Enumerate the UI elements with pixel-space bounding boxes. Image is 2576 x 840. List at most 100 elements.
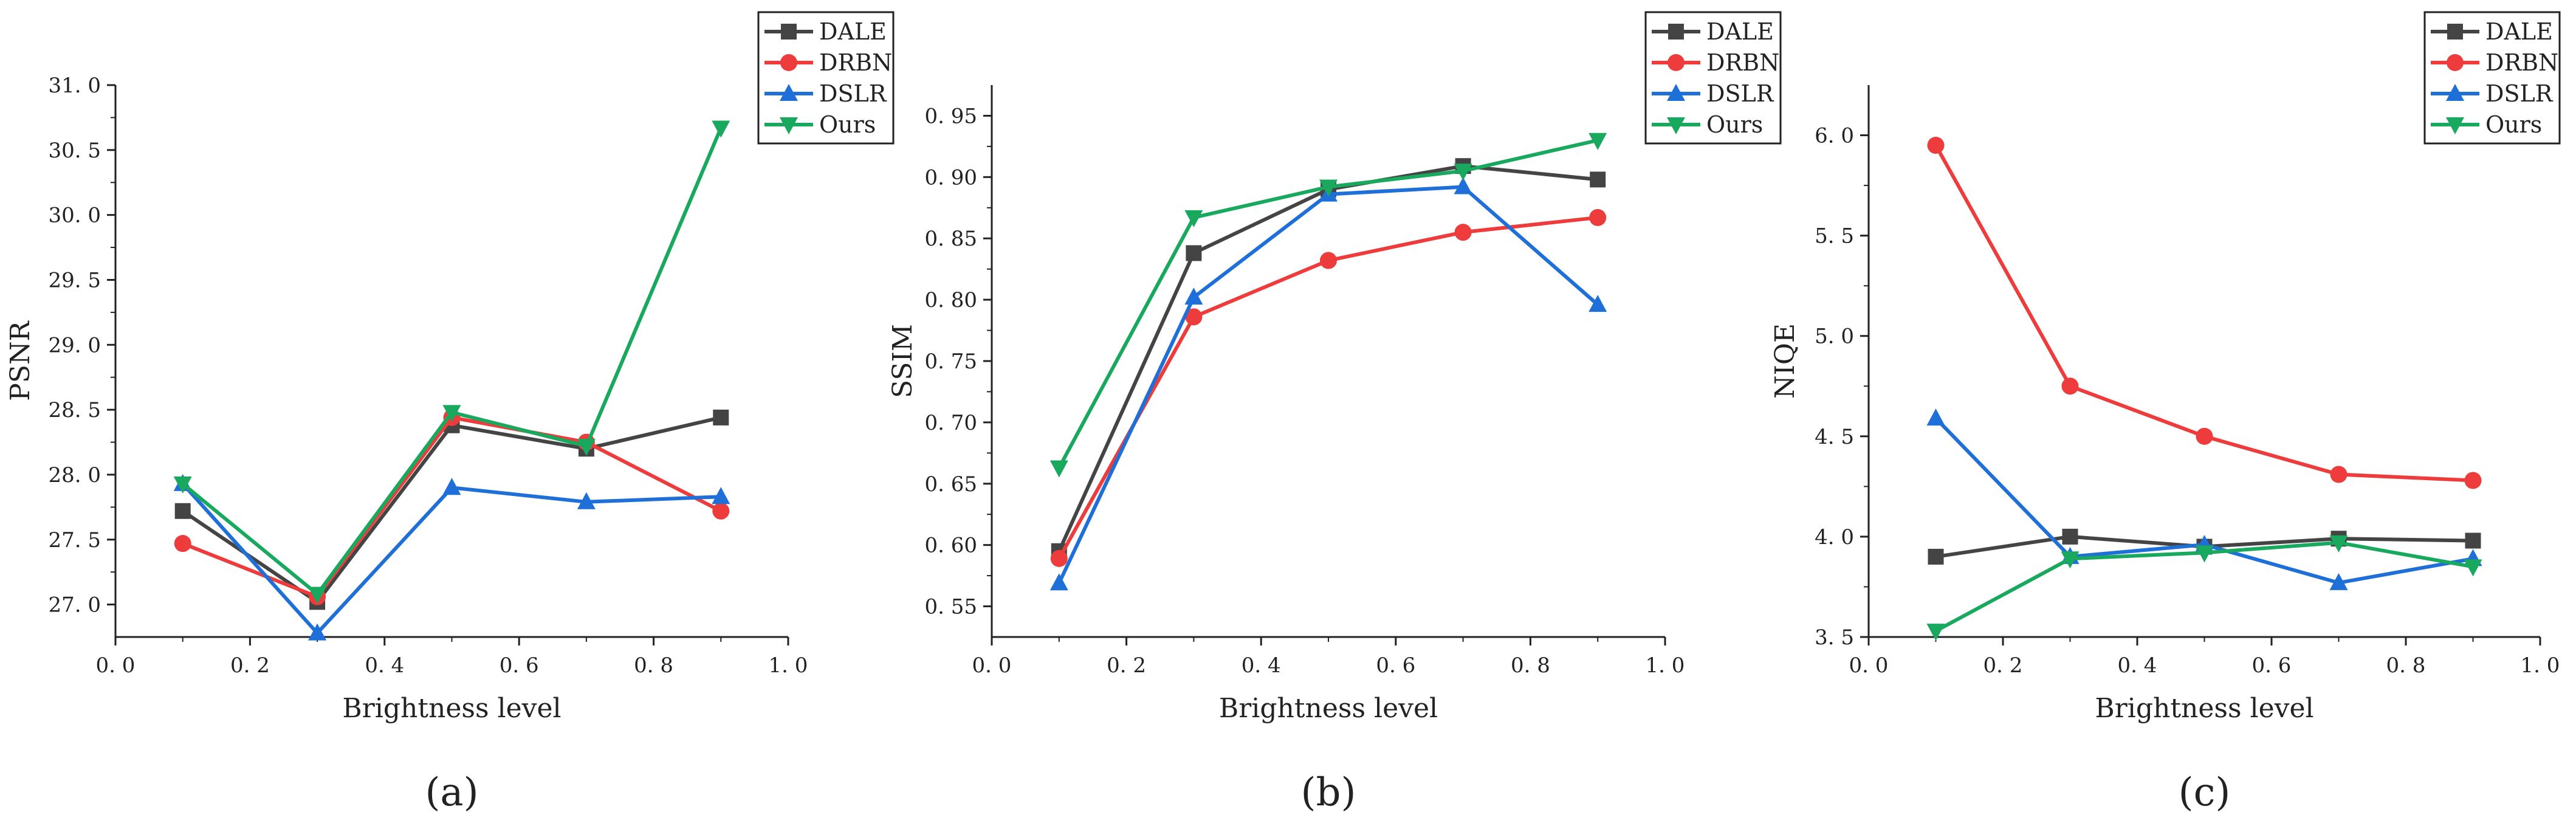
- series-ours: [1049, 133, 1607, 478]
- series-drbn: [174, 408, 730, 605]
- data-point-ours: [2329, 535, 2348, 553]
- y-tick-label: 0. 80: [924, 288, 977, 312]
- data-point-drbn: [1320, 252, 1337, 269]
- x-axis-title: Brightness level: [1219, 693, 1438, 724]
- data-point-ours: [1589, 133, 1607, 150]
- x-tick-label: 0. 8: [1511, 653, 1550, 678]
- legend-marker: [2447, 24, 2463, 40]
- x-tick-label: 1. 0: [1646, 653, 1685, 678]
- y-tick-label: 29. 0: [48, 333, 101, 357]
- y-axis-title: NIQE: [1770, 323, 1801, 399]
- data-point-ours: [2061, 551, 2080, 569]
- x-axis-title: Brightness level: [2095, 693, 2313, 724]
- data-point-dale: [2465, 532, 2481, 549]
- data-point-dslr: [1589, 295, 1607, 312]
- y-tick-label: 5. 0: [1815, 325, 1854, 349]
- x-tick-label: 0. 6: [1376, 653, 1415, 678]
- legend-item-dale: DALE: [2431, 18, 2553, 45]
- y-tick-label: 4. 5: [1815, 425, 1854, 449]
- data-point-ours: [1454, 164, 1472, 181]
- legend-item-dslr: DSLR: [2431, 80, 2554, 107]
- data-point-ours: [442, 405, 461, 422]
- series-line-dale: [1057, 164, 1598, 552]
- y-tick-label: 30. 0: [48, 204, 101, 228]
- legend-marker: [1668, 54, 1685, 71]
- legend-label: DALE: [1706, 18, 1774, 45]
- legend-label: DRBN: [819, 49, 892, 76]
- x-tick-label: 0. 8: [2386, 653, 2426, 678]
- data-point-drbn: [2330, 466, 2348, 483]
- legend-item-drbn: DRBN: [764, 49, 892, 76]
- data-point-dslr: [1926, 408, 1945, 426]
- y-tick-label: 0. 60: [924, 534, 977, 558]
- legend-marker: [2447, 54, 2464, 71]
- legend-label: DRBN: [1706, 49, 1779, 76]
- data-point-drbn: [712, 502, 730, 520]
- data-point-drbn: [1454, 224, 1472, 241]
- legend-label: DSLR: [2485, 80, 2554, 107]
- x-tick-label: 0. 4: [2118, 653, 2157, 678]
- data-point-dslr: [1049, 573, 1068, 591]
- y-tick-label: 0. 85: [924, 227, 977, 251]
- legend-marker: [780, 84, 798, 101]
- y-tick-label: 0. 95: [924, 104, 977, 128]
- legend-label: Ours: [819, 111, 876, 138]
- series-dale: [174, 409, 729, 610]
- data-point-dale: [1186, 245, 1202, 261]
- x-tick-label: 0. 2: [230, 653, 270, 678]
- legend-marker: [2446, 117, 2464, 134]
- y-tick-label: 0. 55: [924, 595, 977, 619]
- panel-label: (c): [2179, 770, 2231, 815]
- y-tick-label: 30. 5: [48, 139, 101, 163]
- x-tick-label: 1. 0: [2521, 653, 2560, 678]
- data-point-ours: [1319, 179, 1338, 197]
- data-point-ours: [2464, 559, 2482, 577]
- y-tick-label: 27. 0: [48, 593, 101, 618]
- chart-panel-1: 0. 0 0. 2 0. 4 0. 6 0. 8 1. 0 27. 0 27. 5 28. 0 2…: [5, 11, 895, 815]
- y-tick-label: 29. 5: [48, 268, 101, 292]
- x-tick-label: 0. 0: [96, 653, 136, 678]
- x-tick-label: 0. 8: [634, 653, 673, 678]
- legend-label: DRBN: [2485, 49, 2558, 76]
- series-line-ours: [181, 127, 723, 596]
- x-axis-title: Brightness level: [342, 693, 561, 724]
- legend-label: DSLR: [1706, 80, 1774, 107]
- series-dslr: [173, 473, 730, 641]
- legend-item-dale: DALE: [1652, 18, 1774, 45]
- legend-marker: [780, 117, 798, 134]
- data-point-dale: [1928, 548, 1944, 565]
- y-axis-title: PSNR: [5, 320, 36, 401]
- panel-label: (a): [425, 770, 478, 815]
- legend: DALE DRBN DSLR Ours: [1644, 11, 1782, 145]
- legend-marker: [1667, 117, 1685, 134]
- y-tick-label: 0. 65: [924, 472, 977, 497]
- legend-marker: [781, 24, 797, 40]
- data-point-drbn: [174, 535, 191, 553]
- data-point-ours: [712, 120, 730, 138]
- legend-item-dale: DALE: [764, 18, 887, 45]
- legend-item-dslr: DSLR: [764, 80, 887, 107]
- legend-label: DALE: [2485, 18, 2553, 45]
- legend-item-dslr: DSLR: [1652, 80, 1774, 107]
- y-tick-label: 6. 0: [1815, 124, 1854, 148]
- x-tick-label: 0. 0: [972, 653, 1012, 678]
- data-point-dslr: [442, 478, 461, 495]
- y-tick-label: 28. 5: [48, 398, 101, 422]
- series-line-dslr: [1057, 185, 1599, 584]
- data-point-ours: [2195, 545, 2214, 563]
- data-point-ours: [1184, 210, 1203, 227]
- y-tick-label: 31. 0: [48, 74, 101, 98]
- legend: DALE DRBN DSLR Ours: [2423, 11, 2561, 145]
- y-tick-label: 3. 5: [1815, 625, 1854, 650]
- legend-marker: [1667, 84, 1685, 101]
- data-point-ours: [308, 587, 327, 604]
- y-tick-label: 28. 0: [48, 463, 101, 487]
- x-tick-label: 0. 6: [500, 653, 539, 678]
- chart-panel-2: 0. 0 0. 2 0. 4 0. 6 0. 8 1. 0 0. 55 0. 60 0. 65 0…: [887, 11, 1782, 815]
- legend-item-ours: Ours: [764, 111, 876, 138]
- data-point-ours: [1926, 624, 1945, 641]
- legend-item-ours: Ours: [1652, 111, 1763, 138]
- y-tick-label: 0. 75: [924, 349, 977, 374]
- data-point-dale: [174, 503, 191, 519]
